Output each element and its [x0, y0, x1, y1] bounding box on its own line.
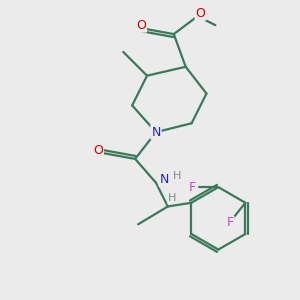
Text: F: F: [189, 181, 196, 194]
Text: O: O: [93, 143, 103, 157]
Text: F: F: [226, 217, 233, 230]
Text: H: H: [173, 171, 182, 181]
Text: O: O: [196, 7, 206, 20]
Text: N: N: [160, 173, 169, 186]
Text: N: N: [151, 126, 160, 139]
Text: O: O: [136, 19, 146, 32]
Text: H: H: [168, 193, 176, 203]
